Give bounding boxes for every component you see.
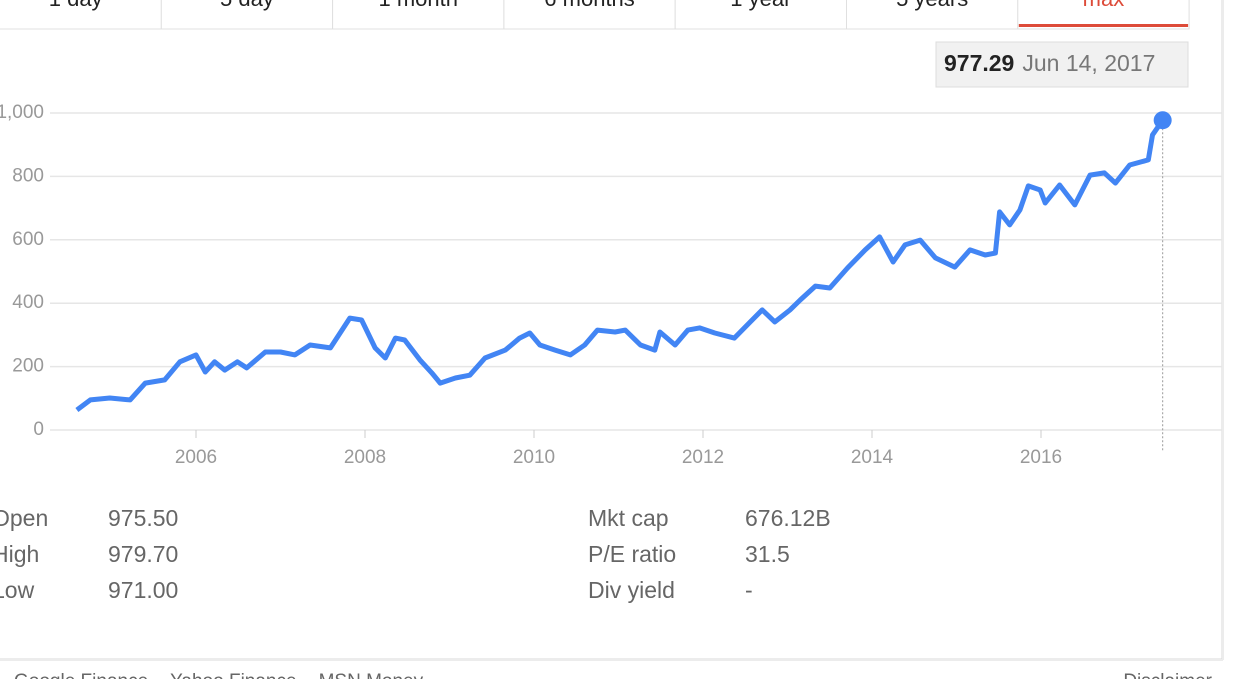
stat-value: 979.70 [108,541,178,567]
tooltip-value: 977.29 [944,50,1014,76]
footer-link[interactable]: Google Finance [14,671,148,679]
tooltip-text: 977.29 Jun 14, 2017 [944,50,1155,76]
price-line [75,118,1165,413]
x-tick-label: 2014 [851,447,894,468]
x-tick-label: 2006 [175,447,217,468]
tooltip [935,41,1189,88]
footer-link[interactable]: MSN Money [319,671,424,679]
stat-label: Low [0,577,35,603]
stat-label: High [0,541,39,567]
stat-value: - [745,577,753,603]
tab[interactable] [0,0,162,30]
stat-value: 975.50 [108,505,178,531]
y-tick-label: 600 [12,229,44,250]
x-tick-label: 2012 [682,447,724,468]
stat-label: Div yield [588,577,675,603]
tab-label[interactable]: 1 month [379,0,459,11]
y-tick-label: 1,000 [0,102,44,123]
y-tick-label: 200 [12,356,44,377]
disclaimer[interactable]: Disclaimer [1123,671,1212,679]
hover-point [1153,111,1172,130]
tab-label[interactable]: max [1083,0,1125,11]
footer-links: Google Finance Yahoo Finance MSN Money [14,671,424,679]
tab-label[interactable]: 1 year [730,0,791,11]
tab[interactable] [503,0,676,30]
stat-value: 971.00 [108,577,178,603]
x-tick-label: 2016 [1020,447,1062,468]
stat-value: 31.5 [745,541,790,567]
tab[interactable] [332,0,505,30]
footer-link[interactable]: Yahoo Finance [170,671,296,679]
y-tick-label: 800 [12,165,44,186]
x-tick-label: 2010 [513,447,555,468]
tooltip-date: Jun 14, 2017 [1022,50,1155,76]
y-tick-label: 400 [12,292,44,313]
stat-value: 676.12B [745,505,831,531]
tab-label[interactable]: 5 years [896,0,968,11]
y-tick-label: 0 [33,419,44,440]
stat-label: Open [0,505,48,531]
stat-label: P/E ratio [588,541,676,567]
x-tick-label: 2008 [344,447,386,468]
stat-label: Mkt cap [588,505,669,531]
tab-label[interactable]: 5 day [220,0,274,11]
tab-underline [1018,24,1189,27]
tab-label[interactable]: 6 months [544,0,635,11]
tab-label[interactable]: 1 day [49,0,103,11]
